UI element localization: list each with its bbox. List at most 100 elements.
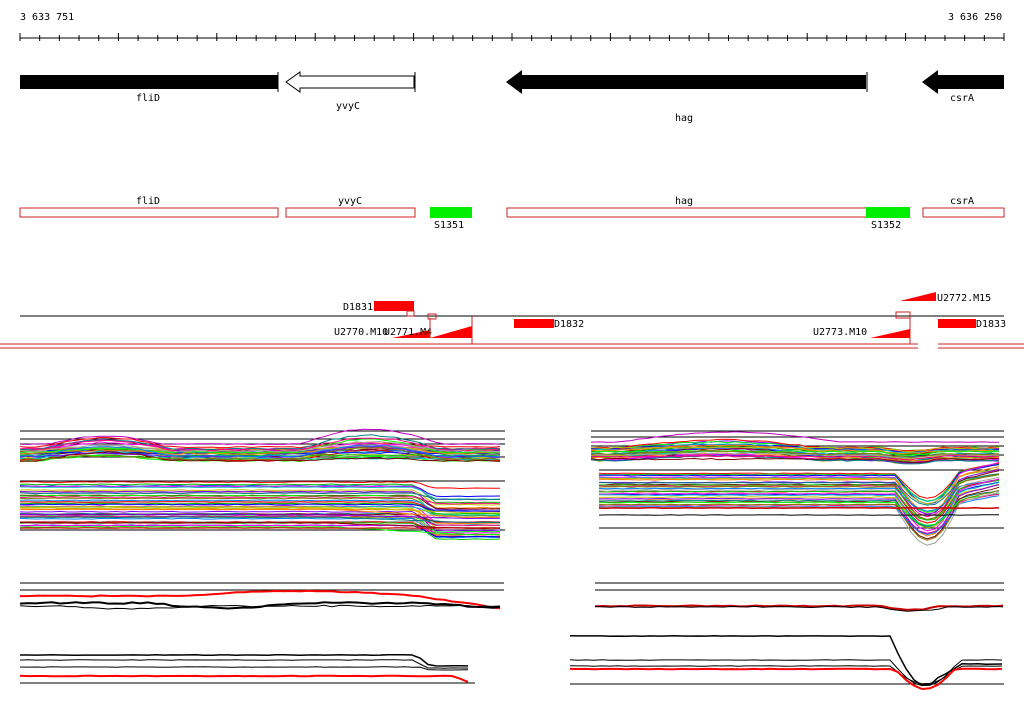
feature-label-D1833: D1833 <box>976 319 1006 330</box>
profile-line <box>590 449 1000 456</box>
segment-S1352[interactable] <box>866 207 910 218</box>
profile-line <box>19 604 501 610</box>
profile-line <box>19 522 501 530</box>
feature-label-U2772: U2772.M15 <box>937 293 991 304</box>
profile-line <box>590 455 1000 461</box>
profile-line <box>19 525 500 536</box>
annotation-box-hag[interactable] <box>506 207 910 218</box>
feature-U2773[interactable] <box>870 329 910 338</box>
profile-line <box>19 496 501 505</box>
profile-line <box>598 474 1000 513</box>
profile-line <box>20 654 469 667</box>
profile-line <box>599 484 1000 529</box>
ruler-start-label: 3 633 751 <box>20 12 75 23</box>
profile-line <box>19 492 501 501</box>
feature-label-U2771: U2771.M4 <box>384 327 432 338</box>
profile-line <box>20 501 500 512</box>
annotation-label-fliD: fliD <box>136 196 160 207</box>
annotation-track: fliD yvyC hag csrA S1351 S1352 <box>19 196 1005 231</box>
feature-D1832[interactable] <box>514 319 554 328</box>
gene-arrow-fliD[interactable] <box>20 72 279 92</box>
profile-line <box>598 473 1000 506</box>
profile-line <box>590 449 1000 459</box>
profile-line <box>598 479 1000 521</box>
profile-line <box>19 499 501 512</box>
profile-line <box>569 667 1003 691</box>
feature-U2770[interactable] <box>392 330 430 338</box>
gene-arrow-csrA[interactable] <box>922 70 1004 94</box>
profile-line <box>19 524 501 534</box>
profile-line <box>19 666 469 671</box>
feature-D1831[interactable] <box>374 301 414 311</box>
profile-line <box>19 601 501 610</box>
profile-line <box>20 494 501 516</box>
feature-U2771[interactable] <box>430 326 472 338</box>
profile-line <box>20 589 501 610</box>
profile-line <box>19 451 501 462</box>
profile-line <box>19 489 501 506</box>
annotation-label-yvyC: yvyC <box>338 196 362 207</box>
gene-arrow-hag[interactable] <box>506 70 868 94</box>
profile-line <box>569 659 1003 687</box>
profile-line <box>598 479 1000 512</box>
profile-line <box>19 428 501 446</box>
profile-line <box>19 503 501 512</box>
profile-line <box>19 507 501 529</box>
feature-U2772[interactable] <box>900 292 936 301</box>
gene-arrow-yvyC[interactable] <box>285 71 416 93</box>
feature-label-D1832: D1832 <box>554 319 584 330</box>
profile-line <box>598 491 1000 546</box>
profile-line <box>19 434 501 451</box>
profile-line <box>598 489 1000 541</box>
profile-line <box>19 515 501 527</box>
profile-line <box>590 444 1000 455</box>
annotation-label-csrA: csrA <box>950 196 974 207</box>
gene-label-csrA: csrA <box>950 93 974 104</box>
profile-line <box>598 490 1000 528</box>
gene-label-yvyC: yvyC <box>336 101 360 112</box>
ruler-end-label: 3 636 250 <box>948 12 1003 23</box>
profile-line <box>598 493 1000 526</box>
ruler-ticks <box>19 33 1005 41</box>
profile-line <box>19 490 501 511</box>
profile-line <box>598 464 1000 505</box>
profile-line <box>594 605 1004 612</box>
profile-line <box>19 508 501 519</box>
profile-line <box>19 506 501 514</box>
profile-line <box>19 516 501 524</box>
profile-line <box>19 445 501 455</box>
profile-line <box>19 659 469 669</box>
feature-track: D1831 U2770.M10 U2771.M4 D1832 U2773.M10… <box>0 292 1024 352</box>
annotation-box-csrA[interactable] <box>922 207 1005 218</box>
profile-line <box>590 431 999 443</box>
profile-line <box>20 513 500 520</box>
profile-line <box>594 604 1004 611</box>
profile-line <box>599 478 1000 532</box>
annotation-label-hag: hag <box>675 196 693 207</box>
gene-track: fliD yvyC hag csrA <box>20 70 1004 124</box>
gene-label-fliD: fliD <box>136 93 160 104</box>
expression-profiles <box>19 428 1004 691</box>
feature-D1833[interactable] <box>938 319 976 328</box>
feature-label-D1831: D1831 <box>343 302 373 313</box>
profile-line <box>19 481 500 490</box>
profile-line <box>598 468 1000 503</box>
feature-label-U2770: U2770.M10 <box>334 327 388 338</box>
profile-line <box>19 485 501 501</box>
profile-line <box>20 486 501 501</box>
ruler <box>19 33 1005 41</box>
profile-line <box>598 473 1000 521</box>
annotation-box-fliD[interactable] <box>19 207 279 218</box>
profile-line <box>19 520 501 529</box>
gene-label-hag: hag <box>675 113 693 124</box>
segment-label-S1351: S1351 <box>434 220 464 231</box>
segment-S1351[interactable] <box>430 207 472 218</box>
feature-label-U2773: U2773.M10 <box>813 327 867 338</box>
profile-line <box>19 444 501 458</box>
profile-line <box>19 446 501 461</box>
profile-line <box>19 450 501 461</box>
annotation-box-yvyC[interactable] <box>285 207 416 218</box>
profile-line <box>598 462 1000 499</box>
profile-line <box>19 674 469 683</box>
